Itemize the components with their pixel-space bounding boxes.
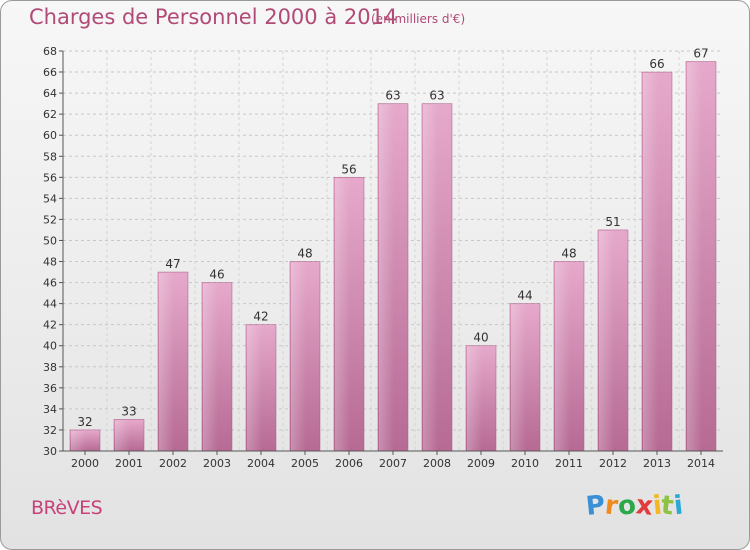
value-label: 44 <box>517 289 532 303</box>
y-tick-label: 36 <box>43 382 57 395</box>
x-tick-label: 2003 <box>203 457 231 470</box>
y-tick-label: 58 <box>43 150 57 163</box>
y-tick-label: 38 <box>43 361 57 374</box>
value-label: 67 <box>693 47 708 61</box>
bar-highlight <box>467 346 482 451</box>
chart-title: Charges de Personnel 2000 à 2014 <box>29 5 398 29</box>
axes <box>59 50 723 455</box>
commune-name: BRèVES <box>31 497 103 519</box>
value-label: 32 <box>77 415 92 429</box>
logo-letter: i <box>672 490 685 522</box>
value-label: 63 <box>429 89 444 103</box>
x-tick-label: 2005 <box>291 457 319 470</box>
x-tick-label: 2014 <box>687 457 715 470</box>
y-tick-label: 40 <box>43 340 57 353</box>
value-label: 46 <box>209 268 224 282</box>
bar-highlight <box>291 262 306 451</box>
y-tick-label: 56 <box>43 171 57 184</box>
y-tick-label: 46 <box>43 277 57 290</box>
value-label: 42 <box>253 310 268 324</box>
y-tick-label: 54 <box>43 192 57 205</box>
x-tick-label: 2008 <box>423 457 451 470</box>
bar-highlight <box>247 325 262 451</box>
bars <box>69 61 717 452</box>
value-label: 51 <box>605 215 620 229</box>
bar-highlight <box>159 273 174 451</box>
x-tick-label: 2006 <box>335 457 363 470</box>
x-tick-label: 2013 <box>643 457 671 470</box>
proxiti-logo: Proxiti <box>584 490 685 522</box>
y-tick-label: 62 <box>43 108 57 121</box>
bar-highlight <box>643 73 658 451</box>
bar-highlight <box>115 420 130 451</box>
value-label: 40 <box>473 331 488 345</box>
x-tick-label: 2004 <box>247 457 275 470</box>
y-tick-label: 68 <box>43 45 57 58</box>
bar-highlight <box>379 104 394 451</box>
bar-highlight <box>599 230 614 451</box>
chart-unit: (en milliers d'€) <box>371 12 466 26</box>
value-label: 48 <box>561 247 576 261</box>
y-tick-label: 30 <box>43 445 57 458</box>
y-tick-label: 52 <box>43 213 57 226</box>
x-tick-label: 2007 <box>379 457 407 470</box>
x-tick-label: 2002 <box>159 457 187 470</box>
x-tick-label: 2012 <box>599 457 627 470</box>
y-tick-label: 44 <box>43 298 57 311</box>
y-tick-label: 32 <box>43 424 57 437</box>
bar-highlight <box>687 62 702 452</box>
value-label: 47 <box>165 257 180 271</box>
x-tick-label: 2011 <box>555 457 583 470</box>
x-tick-label: 2000 <box>71 457 99 470</box>
bar-highlight <box>511 304 526 451</box>
y-tick-label: 66 <box>43 66 57 79</box>
bar-highlight <box>423 104 438 451</box>
value-label: 66 <box>649 57 664 71</box>
bar-highlight <box>555 262 570 451</box>
value-label: 33 <box>121 404 136 418</box>
y-tick-label: 34 <box>43 403 57 416</box>
bar-highlight <box>71 430 86 451</box>
value-label: 56 <box>341 162 356 176</box>
labels: 30 32 34 36 38 40 42 44 46 48 50 52 54 56 58 60 62 64 66 68… <box>43 45 715 470</box>
bar-highlight <box>203 283 218 451</box>
value-label: 48 <box>297 247 312 261</box>
x-tick-label: 2001 <box>115 457 143 470</box>
y-tick-label: 42 <box>43 319 57 332</box>
y-tick-label: 64 <box>43 87 57 100</box>
x-tick-label: 2009 <box>467 457 495 470</box>
y-tick-label: 48 <box>43 256 57 269</box>
x-tick-label: 2010 <box>511 457 539 470</box>
value-label: 63 <box>385 89 400 103</box>
y-tick-label: 60 <box>43 129 57 142</box>
y-tick-label: 50 <box>43 234 57 247</box>
bar-highlight <box>335 178 350 451</box>
